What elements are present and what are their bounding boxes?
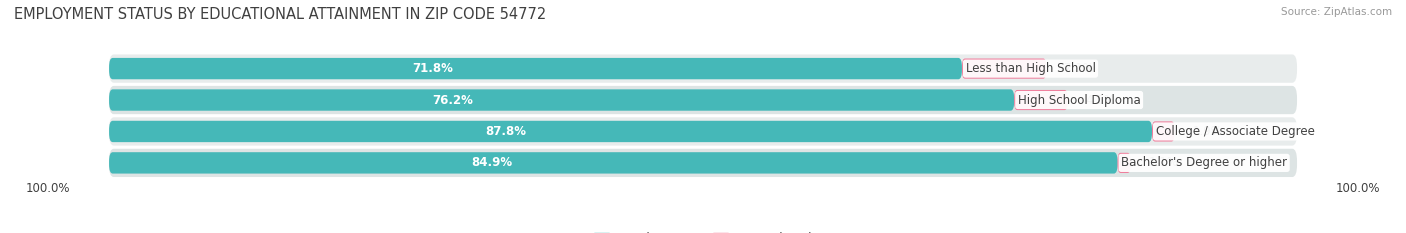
Text: 84.9%: 84.9% xyxy=(472,156,513,169)
Legend: In Labor Force, Unemployed: In Labor Force, Unemployed xyxy=(589,228,817,233)
FancyBboxPatch shape xyxy=(110,117,1296,146)
Text: 1.9%: 1.9% xyxy=(1192,125,1222,138)
Text: College / Associate Degree: College / Associate Degree xyxy=(1156,125,1315,138)
Text: Source: ZipAtlas.com: Source: ZipAtlas.com xyxy=(1281,7,1392,17)
FancyBboxPatch shape xyxy=(1118,153,1130,173)
FancyBboxPatch shape xyxy=(110,149,1296,177)
Text: High School Diploma: High School Diploma xyxy=(1018,93,1140,106)
FancyBboxPatch shape xyxy=(1152,121,1174,141)
Text: 87.8%: 87.8% xyxy=(485,125,526,138)
FancyBboxPatch shape xyxy=(110,121,1152,142)
Text: Bachelor's Degree or higher: Bachelor's Degree or higher xyxy=(1121,156,1286,169)
Text: Less than High School: Less than High School xyxy=(966,62,1095,75)
FancyBboxPatch shape xyxy=(962,58,1046,79)
Text: EMPLOYMENT STATUS BY EDUCATIONAL ATTAINMENT IN ZIP CODE 54772: EMPLOYMENT STATUS BY EDUCATIONAL ATTAINM… xyxy=(14,7,547,22)
FancyBboxPatch shape xyxy=(110,152,1118,174)
Text: 71.8%: 71.8% xyxy=(413,62,454,75)
FancyBboxPatch shape xyxy=(110,58,962,79)
Text: 1.1%: 1.1% xyxy=(1149,156,1178,169)
FancyBboxPatch shape xyxy=(1014,90,1067,110)
FancyBboxPatch shape xyxy=(110,86,1296,114)
Text: 76.2%: 76.2% xyxy=(433,93,474,106)
FancyBboxPatch shape xyxy=(110,89,1014,111)
Text: 7.1%: 7.1% xyxy=(1064,62,1094,75)
Text: 100.0%: 100.0% xyxy=(1336,182,1381,195)
Text: 4.5%: 4.5% xyxy=(1085,93,1115,106)
FancyBboxPatch shape xyxy=(110,55,1296,83)
Text: 100.0%: 100.0% xyxy=(25,182,70,195)
